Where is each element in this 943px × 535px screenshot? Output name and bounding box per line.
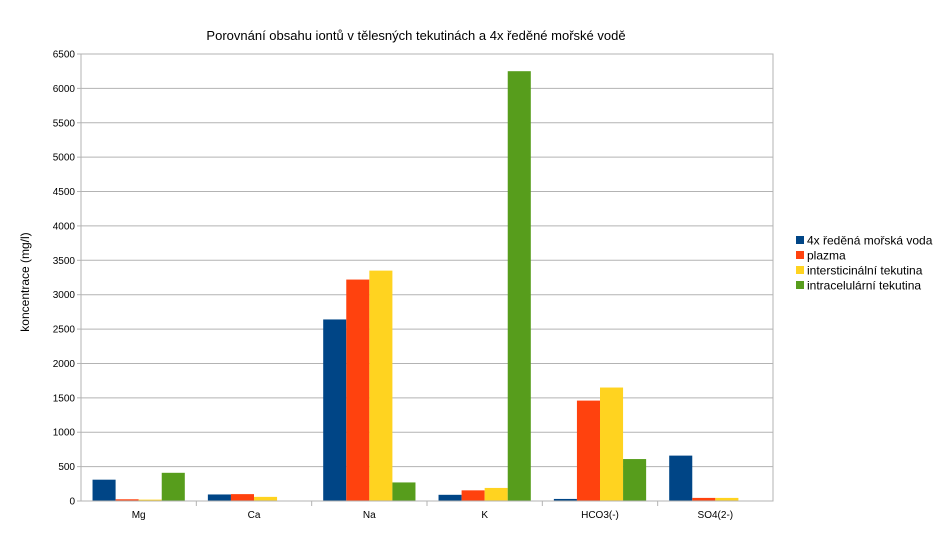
bar: [369, 271, 392, 501]
x-tick-label: Na: [363, 510, 376, 521]
x-tick-label: SO4(2-): [698, 510, 734, 521]
bar: [346, 280, 369, 501]
bar: [162, 473, 185, 501]
y-tick-label: 6500: [53, 50, 76, 61]
legend: 4x ředěná mořská vodaplazmaintersticinál…: [796, 234, 933, 293]
y-tick-label: 5000: [53, 153, 76, 164]
bar: [208, 494, 231, 501]
x-tick-label: HCO3(-): [581, 510, 619, 521]
legend-swatch: [796, 266, 804, 274]
legend-label: intersticinální tekutina: [807, 264, 923, 278]
legend-label: plazma: [807, 249, 846, 263]
y-tick-label: 1000: [53, 428, 76, 439]
y-tick-label: 0: [69, 497, 75, 508]
y-tick-label: 4500: [53, 187, 76, 198]
gridlines: [81, 54, 773, 467]
legend-swatch: [796, 236, 804, 244]
y-tick-label: 2000: [53, 359, 76, 370]
bar: [93, 480, 116, 501]
axes: 0 500 1000 1500 2000 2500 3000 3500 4000 4500 5000…: [53, 50, 773, 522]
x-tick-label: Ca: [248, 510, 261, 521]
x-tick-label: Mg: [132, 510, 146, 521]
legend-swatch: [796, 281, 804, 289]
bars: [93, 71, 762, 501]
legend-swatch: [796, 251, 804, 259]
y-tick-label: 1500: [53, 393, 76, 404]
bar: [392, 482, 415, 501]
bar: [577, 401, 600, 501]
legend-label: 4x ředěná mořská voda: [807, 234, 933, 248]
y-tick-label: 4000: [53, 221, 76, 232]
bar: [600, 388, 623, 501]
chart-title: Porovnání obsahu iontů v tělesných tekut…: [206, 28, 625, 43]
y-tick-label: 500: [58, 462, 75, 473]
bar: [485, 488, 508, 501]
bar: [439, 495, 462, 501]
y-axis-label: koncentrace (mg/l): [18, 232, 32, 331]
x-tick-label: K: [481, 510, 488, 521]
y-tick-label: 3500: [53, 256, 76, 267]
bar: [669, 456, 692, 501]
bar: [623, 459, 646, 501]
bar: [254, 497, 277, 501]
bar: [462, 490, 485, 501]
bar: [323, 319, 346, 501]
bar: [508, 71, 531, 501]
legend-label: intracelulární tekutina: [807, 279, 921, 293]
plot-frame: [81, 54, 773, 501]
y-tick-label: 2500: [53, 325, 76, 336]
y-tick-label: 5500: [53, 118, 76, 129]
bar: [231, 494, 254, 501]
y-tick-label: 3000: [53, 290, 76, 301]
y-tick-label: 6000: [53, 84, 76, 95]
